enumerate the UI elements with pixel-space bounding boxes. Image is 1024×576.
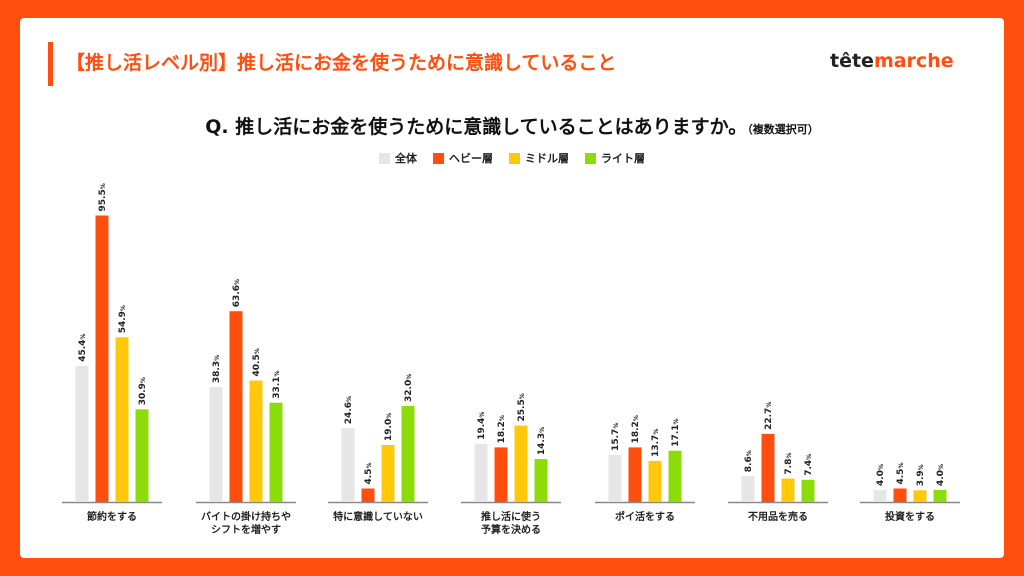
- bar-4-3: [668, 450, 682, 502]
- data-label-1-0: 38.3%: [212, 355, 222, 383]
- data-label-6-1: 4.5%: [896, 463, 906, 485]
- category-label-3: 予算を決める: [481, 523, 541, 536]
- data-label-0-0: 45.4%: [78, 334, 88, 362]
- question-text: Q. 推し活にお金を使うために意識していることはありますか。: [205, 116, 748, 138]
- data-label-3-0: 19.4%: [477, 412, 487, 440]
- bar-2-3: [401, 406, 415, 502]
- legend-item-1: ヘビー層: [433, 150, 493, 166]
- bar-0-3: [135, 409, 149, 502]
- data-label-5-0: 8.6%: [744, 450, 754, 472]
- data-label-3-3: 14.3%: [537, 427, 547, 455]
- data-label-3-2: 25.5%: [517, 393, 527, 421]
- category-label-5: 不用品を売る: [748, 510, 808, 523]
- bar-6-0: [873, 490, 887, 502]
- data-label-5-3: 7.4%: [804, 454, 814, 476]
- bar-2-0: [341, 428, 355, 502]
- bar-4-2: [648, 460, 662, 502]
- data-label-4-1: 18.2%: [631, 415, 641, 443]
- bar-1-3: [269, 402, 283, 502]
- data-label-4-2: 13.7%: [651, 429, 661, 457]
- category-label-3: 推し活に使う: [481, 510, 541, 523]
- data-label-4-3: 17.1%: [671, 418, 681, 446]
- category-label-2: 特に意識していない: [333, 510, 423, 523]
- bar-0-2: [115, 337, 129, 502]
- title-accent-bar: [48, 42, 53, 86]
- bar-2-2: [381, 445, 395, 502]
- bar-6-2: [913, 490, 927, 502]
- category-label-0: 節約をする: [87, 510, 137, 523]
- data-label-6-2: 3.9%: [916, 464, 926, 486]
- data-label-6-3: 4.0%: [936, 464, 946, 486]
- bar-1-2: [249, 380, 263, 502]
- chart-legend: 全体 ヘビー層 ミドル層 ライト層: [0, 150, 1024, 166]
- bar-5-1: [761, 433, 775, 502]
- data-label-0-1: 95.5%: [98, 183, 108, 211]
- bar-6-3: [933, 490, 947, 502]
- logo-part-1: tête: [830, 50, 874, 72]
- data-label-0-3: 30.9%: [138, 377, 148, 405]
- slide-title: 【推し活レベル別】推し活にお金を使うために意識していること: [66, 52, 617, 74]
- bar-3-3: [534, 459, 548, 502]
- legend-label: 全体: [395, 152, 417, 165]
- slide-card: [20, 18, 1004, 558]
- category-label-1: シフトを増やす: [211, 523, 281, 536]
- bar-5-2: [781, 478, 795, 502]
- legend-swatch: [585, 152, 596, 164]
- bar-3-2: [514, 425, 528, 502]
- data-label-5-2: 7.8%: [784, 453, 794, 475]
- data-label-6-0: 4.0%: [876, 464, 886, 486]
- legend-item-3: ライト層: [585, 150, 645, 166]
- bar-5-3: [801, 479, 815, 502]
- data-label-1-2: 40.5%: [252, 348, 262, 376]
- category-label-1: バイトの掛け持ちや: [201, 510, 291, 523]
- question-title: Q. 推し活にお金を使うために意識していることはありますか。（複数選択可）: [0, 112, 1024, 139]
- data-label-1-3: 33.1%: [272, 370, 282, 398]
- data-label-1-1: 63.6%: [232, 279, 242, 307]
- data-label-5-1: 22.7%: [764, 402, 774, 430]
- data-label-2-1: 4.5%: [364, 463, 374, 485]
- legend-item-2: ミドル層: [509, 150, 569, 166]
- data-label-2-2: 19.0%: [384, 413, 394, 441]
- data-label-4-0: 15.7%: [611, 423, 621, 451]
- bar-2-1: [361, 488, 375, 502]
- data-label-0-2: 54.9%: [118, 305, 128, 333]
- data-label-2-0: 24.6%: [344, 396, 354, 424]
- bar-6-1: [893, 488, 907, 502]
- legend-label: ヘビー層: [449, 152, 493, 165]
- legend-label: ライト層: [601, 152, 645, 165]
- brand-logo: têtemarche: [830, 50, 954, 72]
- data-label-3-1: 18.2%: [497, 415, 507, 443]
- question-note: （複数選択可）: [747, 123, 819, 136]
- legend-swatch: [379, 152, 390, 164]
- bar-0-1: [95, 215, 109, 502]
- data-label-2-3: 32.0%: [404, 374, 414, 402]
- bar-0-0: [75, 365, 89, 502]
- bar-1-1: [229, 311, 243, 502]
- bar-5-0: [741, 476, 755, 502]
- bar-4-1: [628, 447, 642, 502]
- legend-label: ミドル層: [525, 152, 569, 165]
- legend-item-0: 全体: [379, 150, 417, 166]
- bar-3-1: [494, 447, 508, 502]
- legend-swatch: [509, 152, 520, 164]
- bar-1-0: [209, 387, 223, 502]
- category-label-4: ポイ活をする: [615, 510, 675, 523]
- bar-4-0: [608, 454, 622, 502]
- legend-swatch: [433, 152, 444, 164]
- bar-3-0: [474, 443, 488, 502]
- category-label-6: 投資をする: [885, 510, 935, 523]
- logo-part-2: marche: [873, 50, 954, 72]
